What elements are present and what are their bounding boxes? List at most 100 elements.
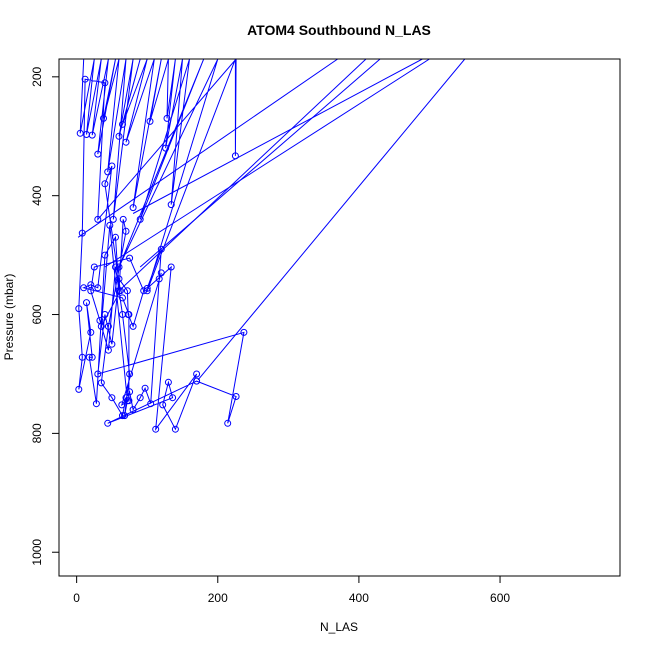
data-point	[106, 221, 114, 229]
x-axis: 0 200 400 600	[73, 576, 510, 605]
data-point	[123, 287, 131, 295]
x-tick-label: 200	[208, 591, 228, 605]
data-point	[224, 419, 232, 427]
data-point	[163, 114, 171, 122]
data-point	[129, 406, 137, 414]
data-point	[126, 388, 134, 396]
series-line	[78, 59, 245, 431]
data-point	[159, 401, 167, 409]
data-point	[83, 299, 90, 307]
data-point	[81, 75, 89, 83]
data-point	[87, 281, 95, 289]
data-point	[112, 233, 119, 241]
x-tick-label: 600	[490, 591, 510, 605]
series-segment	[132, 59, 423, 214]
data-point	[129, 204, 137, 212]
y-tick-label: 200	[30, 66, 44, 86]
data-point	[157, 269, 165, 277]
y-tick-label: 800	[30, 423, 44, 443]
data-point	[143, 287, 151, 295]
data-point	[171, 425, 179, 433]
data-point	[80, 284, 88, 292]
data-point	[78, 229, 86, 237]
data-point	[94, 150, 102, 158]
data-point	[88, 131, 96, 139]
data-point	[152, 425, 160, 433]
data-point	[101, 251, 109, 259]
data-point	[240, 328, 248, 336]
y-axis: 200 400 600 800 1000	[30, 66, 59, 566]
data-point	[169, 394, 177, 402]
x-tick-label: 400	[349, 591, 369, 605]
data-point	[119, 412, 126, 420]
data-point	[164, 378, 172, 386]
data-point	[136, 394, 144, 402]
data-point	[94, 284, 102, 292]
data-point	[115, 263, 123, 271]
data-point	[104, 419, 112, 427]
data-point	[122, 227, 130, 235]
data-point	[76, 129, 84, 137]
data-point	[97, 322, 105, 330]
data-point	[100, 114, 107, 122]
data-point	[119, 215, 127, 223]
data-point	[88, 353, 96, 361]
data-point	[116, 287, 124, 295]
data-point	[75, 385, 83, 393]
data-point	[101, 180, 109, 188]
data-point	[143, 284, 151, 292]
data-point	[104, 322, 112, 330]
plot-frame	[58, 58, 621, 577]
data-point	[119, 120, 126, 128]
plot-points	[75, 75, 248, 433]
data-point	[136, 215, 144, 223]
data-point	[193, 377, 201, 385]
data-point	[87, 328, 95, 336]
data-point	[126, 370, 134, 378]
data-point	[108, 394, 116, 402]
data-point	[75, 305, 83, 313]
plot-lines	[77, 59, 466, 431]
data-point	[94, 215, 102, 223]
data-point	[155, 275, 163, 283]
data-point	[78, 353, 86, 361]
data-point	[101, 311, 109, 318]
y-axis-label: Pressure (mbar)	[2, 274, 16, 361]
data-point	[140, 287, 148, 295]
data-point	[167, 263, 175, 271]
x-axis-label: N_LAS	[320, 620, 358, 634]
series-segment	[197, 59, 466, 381]
data-point	[109, 215, 117, 223]
y-tick-label: 400	[30, 185, 44, 205]
data-point	[118, 401, 126, 409]
data-point	[119, 294, 126, 302]
data-point	[147, 400, 155, 408]
x-tick-label: 0	[73, 591, 80, 605]
y-tick-label: 1000	[30, 539, 44, 566]
data-point	[115, 275, 123, 283]
data-point	[90, 263, 98, 271]
data-point	[115, 132, 123, 140]
data-point	[121, 412, 129, 420]
chart-title: ATOM4 Southbound N_LAS	[247, 22, 431, 38]
data-point	[92, 400, 100, 408]
data-point	[122, 138, 130, 146]
data-point	[125, 311, 133, 318]
data-point	[125, 397, 133, 405]
data-point	[112, 263, 119, 271]
series-segment	[77, 59, 338, 238]
data-point	[232, 393, 240, 400]
data-point	[167, 201, 175, 209]
data-point	[101, 79, 109, 87]
data-point	[94, 370, 102, 378]
data-point	[97, 379, 105, 387]
data-point	[193, 370, 201, 378]
data-point	[141, 384, 149, 392]
data-point	[85, 353, 93, 361]
data-point	[104, 346, 112, 354]
data-point	[108, 162, 116, 170]
data-point	[129, 322, 137, 330]
data-point	[162, 144, 170, 152]
series-segment	[139, 59, 381, 268]
